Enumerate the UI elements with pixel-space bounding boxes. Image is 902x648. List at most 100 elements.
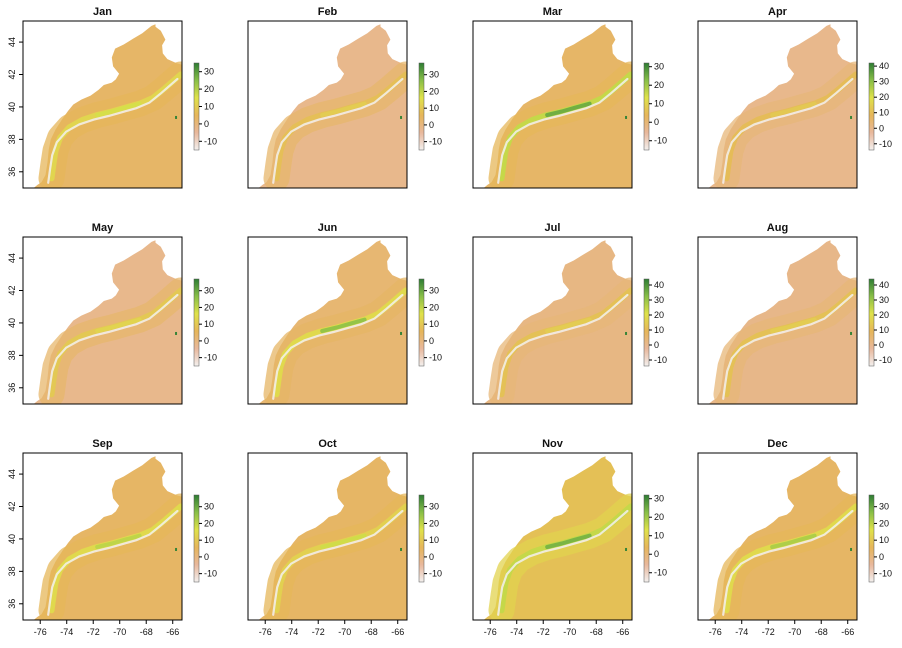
- x-tick-label: -76: [259, 627, 272, 637]
- front-maximum: [95, 101, 142, 117]
- front-maximum: [545, 533, 592, 549]
- colorbar-tick-label: 0: [879, 552, 884, 562]
- colorbar: [193, 278, 200, 367]
- colorbar-tick-label: 0: [204, 552, 209, 562]
- panel-title: Sep: [92, 438, 112, 450]
- panel-dec: Dec -76 -74 -72 -70 -68 -66 30 20 10 0 -10: [697, 438, 892, 637]
- front-maximum: [545, 101, 592, 117]
- y-tick-label: 38: [7, 350, 17, 360]
- colorbar-tick-label: 10: [429, 319, 439, 329]
- x-tick-label: -70: [563, 627, 576, 637]
- x-tick-label: -74: [285, 627, 298, 637]
- colorbar: [193, 494, 200, 583]
- colorbar-tick-label: 20: [654, 512, 664, 522]
- x-tick-label: -72: [762, 627, 775, 637]
- y-tick-label: 36: [7, 383, 17, 393]
- colorbar-tick-label: 30: [654, 494, 664, 504]
- colorbar-tick-label: 10: [204, 319, 214, 329]
- plot-frame: [697, 20, 858, 189]
- colorbar: [643, 278, 650, 367]
- colorbar-tick-label: -10: [204, 353, 217, 363]
- panel-mar: Mar 30 20 10 0 -10: [472, 6, 667, 189]
- x-tick-label: -68: [140, 627, 153, 637]
- panel-title: Jul: [545, 222, 561, 234]
- colorbar-tick-label: 30: [654, 62, 664, 72]
- x-tick-label: -66: [391, 627, 404, 637]
- colorbar-tick-label: 20: [879, 310, 889, 320]
- colorbar-tick-label: 20: [654, 80, 664, 90]
- front-maximum: [770, 317, 817, 333]
- colorbar-tick-label: 30: [204, 67, 214, 77]
- slope-streak: [272, 509, 404, 616]
- x-tick-label: -74: [60, 627, 73, 637]
- colorbar-tick-label: 20: [879, 518, 889, 528]
- x-tick-label: -66: [166, 627, 179, 637]
- colorbar-tick-label: -10: [429, 569, 442, 579]
- panel-title: Jan: [93, 6, 112, 18]
- colorbar: [193, 62, 200, 151]
- hotspot-marker: [175, 331, 178, 335]
- hotspot-marker: [400, 547, 403, 551]
- y-tick-label: 44: [7, 469, 17, 479]
- panel-title: Aug: [767, 222, 788, 234]
- colorbar-tick-label: 20: [429, 518, 439, 528]
- x-tick-label: -76: [34, 627, 47, 637]
- colorbar-tick-label: 0: [429, 336, 434, 346]
- colorbar-tick-label: -10: [654, 568, 667, 578]
- y-tick-label: 40: [7, 534, 17, 544]
- colorbar-tick-label: 0: [429, 552, 434, 562]
- panel-title: Oct: [318, 438, 337, 450]
- plot-frame: [472, 452, 633, 621]
- plot-frame: [22, 452, 183, 621]
- panel-jul: Jul 40 30 20 10 0 -10: [472, 222, 667, 405]
- plot-frame: [472, 236, 633, 405]
- colorbar: [418, 278, 425, 367]
- slope-streak: [497, 293, 629, 400]
- y-tick-label: 42: [7, 285, 17, 295]
- y-tick-label: 40: [7, 102, 17, 112]
- plot-frame: [247, 20, 408, 189]
- panel-jan: Jan 36 38 40 42 44 30 20 10 0 -10: [7, 6, 217, 189]
- front-maximum: [95, 533, 142, 549]
- slope-streak: [722, 77, 854, 184]
- colorbar-tick-label: -10: [204, 136, 217, 146]
- colorbar: [643, 494, 650, 583]
- colorbar-tick-label: -10: [654, 355, 667, 365]
- colorbar: [418, 494, 425, 583]
- x-tick-label: -76: [484, 627, 497, 637]
- colorbar-tick-label: 30: [879, 77, 889, 87]
- plot-frame: [22, 236, 183, 405]
- colorbar-tick-label: 0: [879, 123, 884, 133]
- y-tick-label: 42: [7, 69, 17, 79]
- colorbar-tick-label: 20: [429, 302, 439, 312]
- colorbar-tick-label: 10: [204, 102, 214, 112]
- x-tick-label: -68: [815, 627, 828, 637]
- slope-streak: [47, 293, 179, 400]
- panel-apr: Apr 40 30 20 10 0 -10: [697, 6, 892, 189]
- plot-frame: [697, 452, 858, 621]
- x-tick-label: -76: [709, 627, 722, 637]
- hotspot-marker: [175, 115, 178, 119]
- colorbar-tick-label: 30: [879, 502, 889, 512]
- colorbar-tick-label: 10: [879, 108, 889, 118]
- colorbar-tick-label: 30: [879, 295, 889, 305]
- hotspot-marker: [625, 331, 628, 335]
- colorbar-tick-label: 30: [429, 286, 439, 296]
- x-tick-label: -72: [537, 627, 550, 637]
- colorbar-tick-label: 30: [654, 295, 664, 305]
- slope-streak: [497, 77, 629, 184]
- x-tick-label: -70: [788, 627, 801, 637]
- panel-title: May: [92, 222, 114, 234]
- colorbar-tick-label: 10: [879, 535, 889, 545]
- x-tick-label: -74: [735, 627, 748, 637]
- colorbar-tick-label: -10: [654, 136, 667, 146]
- x-tick-label: -66: [616, 627, 629, 637]
- colorbar-tick-label: 20: [429, 86, 439, 96]
- plot-frame: [247, 452, 408, 621]
- front-maximum: [320, 101, 367, 117]
- panel-title: Apr: [768, 6, 788, 18]
- slope-streak: [47, 77, 179, 184]
- y-tick-label: 36: [7, 167, 17, 177]
- hotspot-marker: [400, 331, 403, 335]
